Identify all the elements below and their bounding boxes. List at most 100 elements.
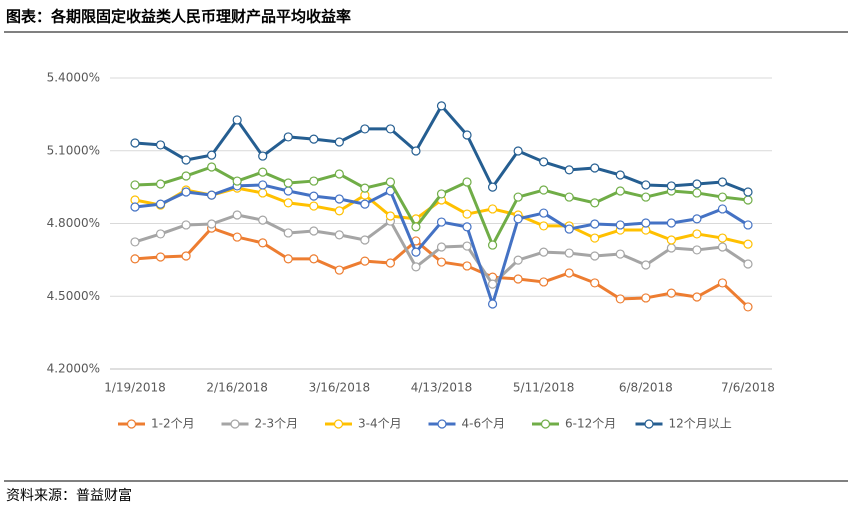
point xyxy=(539,247,549,257)
point xyxy=(513,192,523,202)
point xyxy=(309,191,319,201)
point xyxy=(743,239,753,249)
point xyxy=(666,235,676,245)
point xyxy=(513,214,523,224)
point xyxy=(258,151,268,161)
point xyxy=(436,101,447,111)
legend-marker xyxy=(540,419,551,429)
legend-label: 6-12个月 xyxy=(565,417,616,431)
point xyxy=(717,204,728,214)
point xyxy=(258,167,268,177)
point xyxy=(462,241,472,251)
point xyxy=(743,259,753,269)
x-tick-label: 5/11/2018 xyxy=(513,381,575,395)
point xyxy=(692,292,702,302)
point xyxy=(615,186,625,196)
legend-marker xyxy=(230,419,240,429)
x-tick-label: 3/16/2018 xyxy=(309,381,371,395)
point xyxy=(590,251,600,261)
point xyxy=(436,257,447,267)
point xyxy=(462,209,472,219)
point xyxy=(564,192,574,202)
point xyxy=(717,278,728,288)
legend-marker xyxy=(126,419,137,429)
point xyxy=(513,146,523,156)
point xyxy=(207,150,217,160)
point xyxy=(462,222,472,232)
point xyxy=(743,302,753,312)
point xyxy=(513,255,523,265)
point xyxy=(666,181,676,191)
point xyxy=(487,299,498,309)
point xyxy=(590,198,600,208)
point xyxy=(207,219,217,229)
point xyxy=(385,211,396,221)
point xyxy=(232,210,242,220)
point xyxy=(181,171,191,181)
point xyxy=(309,176,319,186)
point xyxy=(155,252,166,262)
point xyxy=(334,137,344,147)
point xyxy=(513,274,523,284)
point xyxy=(692,188,702,198)
point xyxy=(692,214,702,224)
x-tick-label: 6/8/2018 xyxy=(619,381,673,395)
point xyxy=(590,163,600,173)
point xyxy=(641,293,651,303)
point xyxy=(309,226,319,236)
point xyxy=(411,262,421,272)
point xyxy=(258,215,268,225)
point xyxy=(462,261,472,271)
point xyxy=(487,279,498,289)
point xyxy=(615,294,625,304)
point xyxy=(564,165,574,175)
series-line xyxy=(134,226,750,309)
point xyxy=(692,179,702,189)
point xyxy=(487,182,498,192)
point xyxy=(462,177,472,187)
point xyxy=(717,177,728,187)
series-line xyxy=(134,104,749,194)
point xyxy=(283,228,293,238)
point xyxy=(360,199,370,209)
point xyxy=(436,242,447,252)
point xyxy=(385,124,396,134)
point xyxy=(360,124,370,134)
point xyxy=(539,157,549,167)
point xyxy=(564,224,574,234)
x-tick-label: 7/6/2018 xyxy=(721,381,775,395)
point xyxy=(181,155,191,165)
point xyxy=(360,235,370,245)
point xyxy=(641,260,651,270)
point xyxy=(181,220,191,230)
point xyxy=(334,230,344,240)
point xyxy=(615,249,625,259)
point xyxy=(232,232,242,242)
point xyxy=(564,248,574,258)
point xyxy=(207,190,217,200)
point xyxy=(283,186,293,196)
point xyxy=(258,188,268,198)
point xyxy=(130,202,140,212)
point xyxy=(385,258,396,268)
point xyxy=(283,254,293,264)
point xyxy=(666,288,676,298)
point xyxy=(539,185,549,195)
point xyxy=(283,132,293,142)
point xyxy=(743,220,753,230)
point xyxy=(309,134,319,144)
point xyxy=(130,138,140,148)
legend-label: 2-3个月 xyxy=(255,417,299,431)
point xyxy=(360,183,370,193)
point xyxy=(641,180,651,190)
point xyxy=(232,115,242,125)
point xyxy=(692,229,702,239)
point xyxy=(615,220,625,230)
point xyxy=(207,162,217,172)
chart-title: 图表：各期限固定收益类人民币理财产品平均收益率 xyxy=(6,8,351,26)
point xyxy=(590,233,600,243)
point xyxy=(334,206,344,216)
point xyxy=(615,170,625,180)
point xyxy=(334,265,344,275)
point xyxy=(385,177,396,187)
